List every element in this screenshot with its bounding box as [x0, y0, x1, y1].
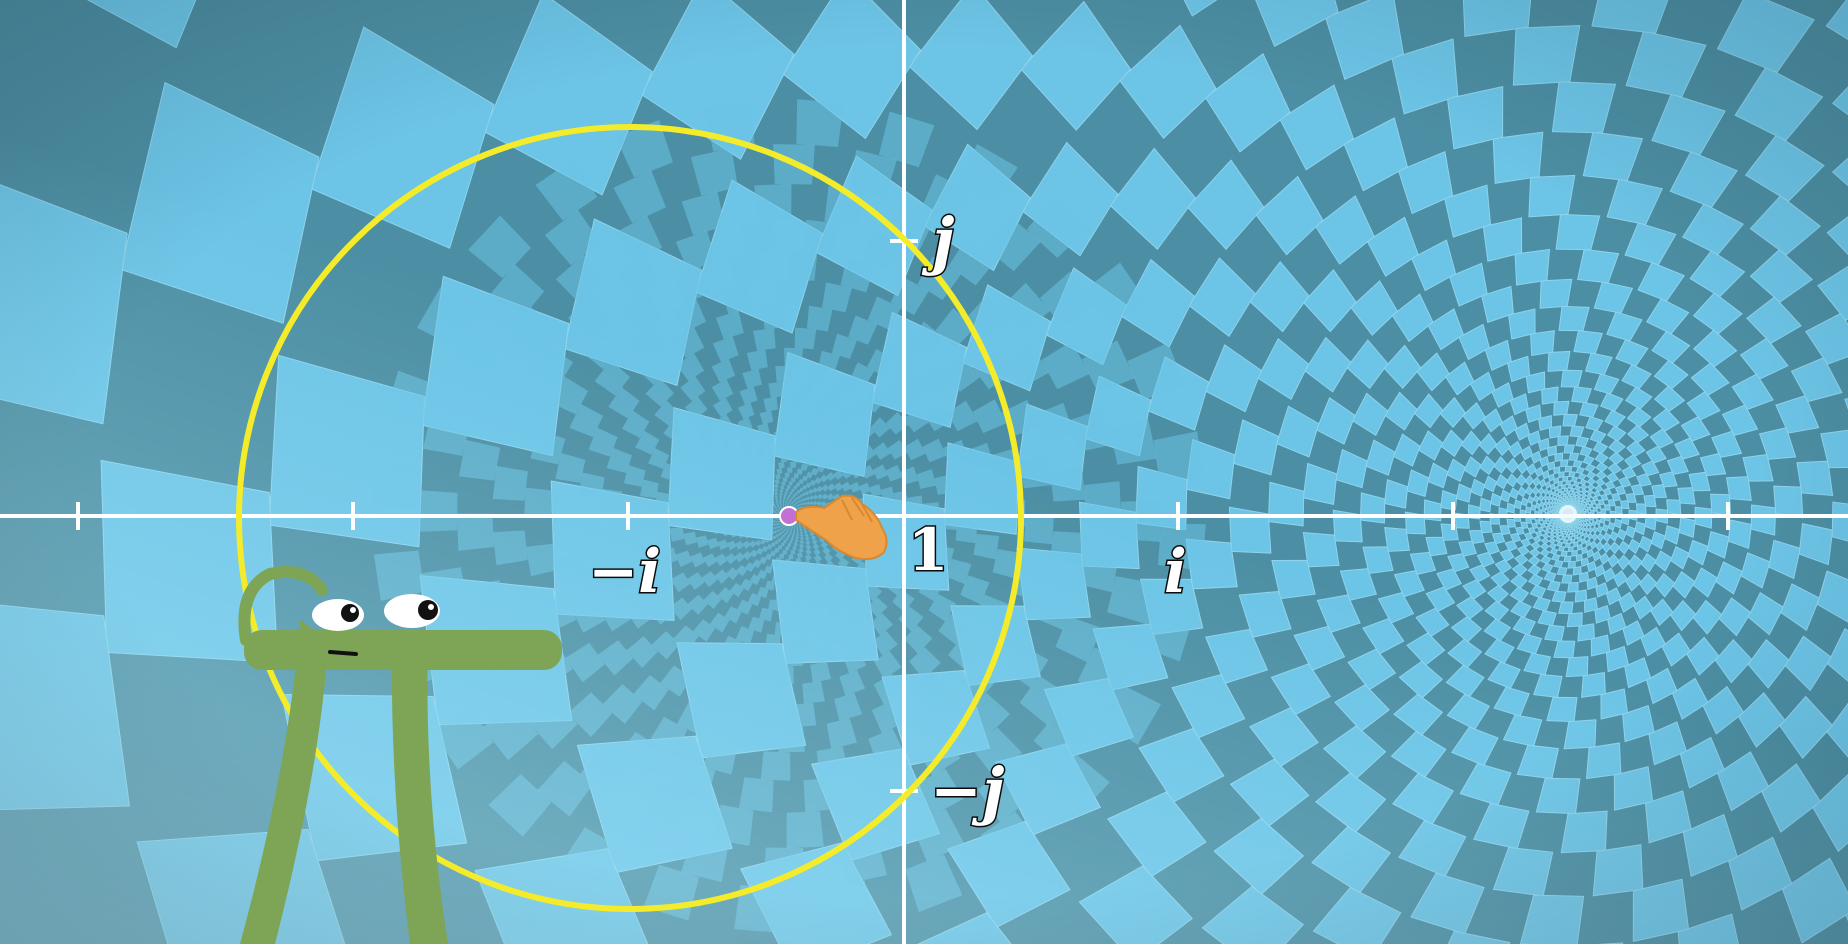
label-i: i: [1164, 537, 1187, 607]
pi-creature-body: [244, 630, 562, 670]
pointing-hand-icon: [795, 494, 888, 561]
pi-creature: [238, 566, 562, 944]
convergence-point: [1559, 505, 1577, 523]
pi-creature-highlight: [428, 604, 434, 610]
unit-circle: [236, 124, 1024, 912]
pi-creature-mouth: [328, 650, 358, 656]
label-neg-j: −j: [930, 754, 1004, 827]
pi-creature-highlight: [350, 607, 356, 613]
pi-creature-antenna: [238, 566, 328, 646]
real-axis-ticks: [76, 502, 1730, 530]
label-one: 1: [908, 516, 948, 584]
label-neg-i: −i: [588, 537, 661, 607]
pi-creature-pupil-left: [341, 604, 359, 622]
pi-creature-pupil-right: [418, 600, 438, 620]
